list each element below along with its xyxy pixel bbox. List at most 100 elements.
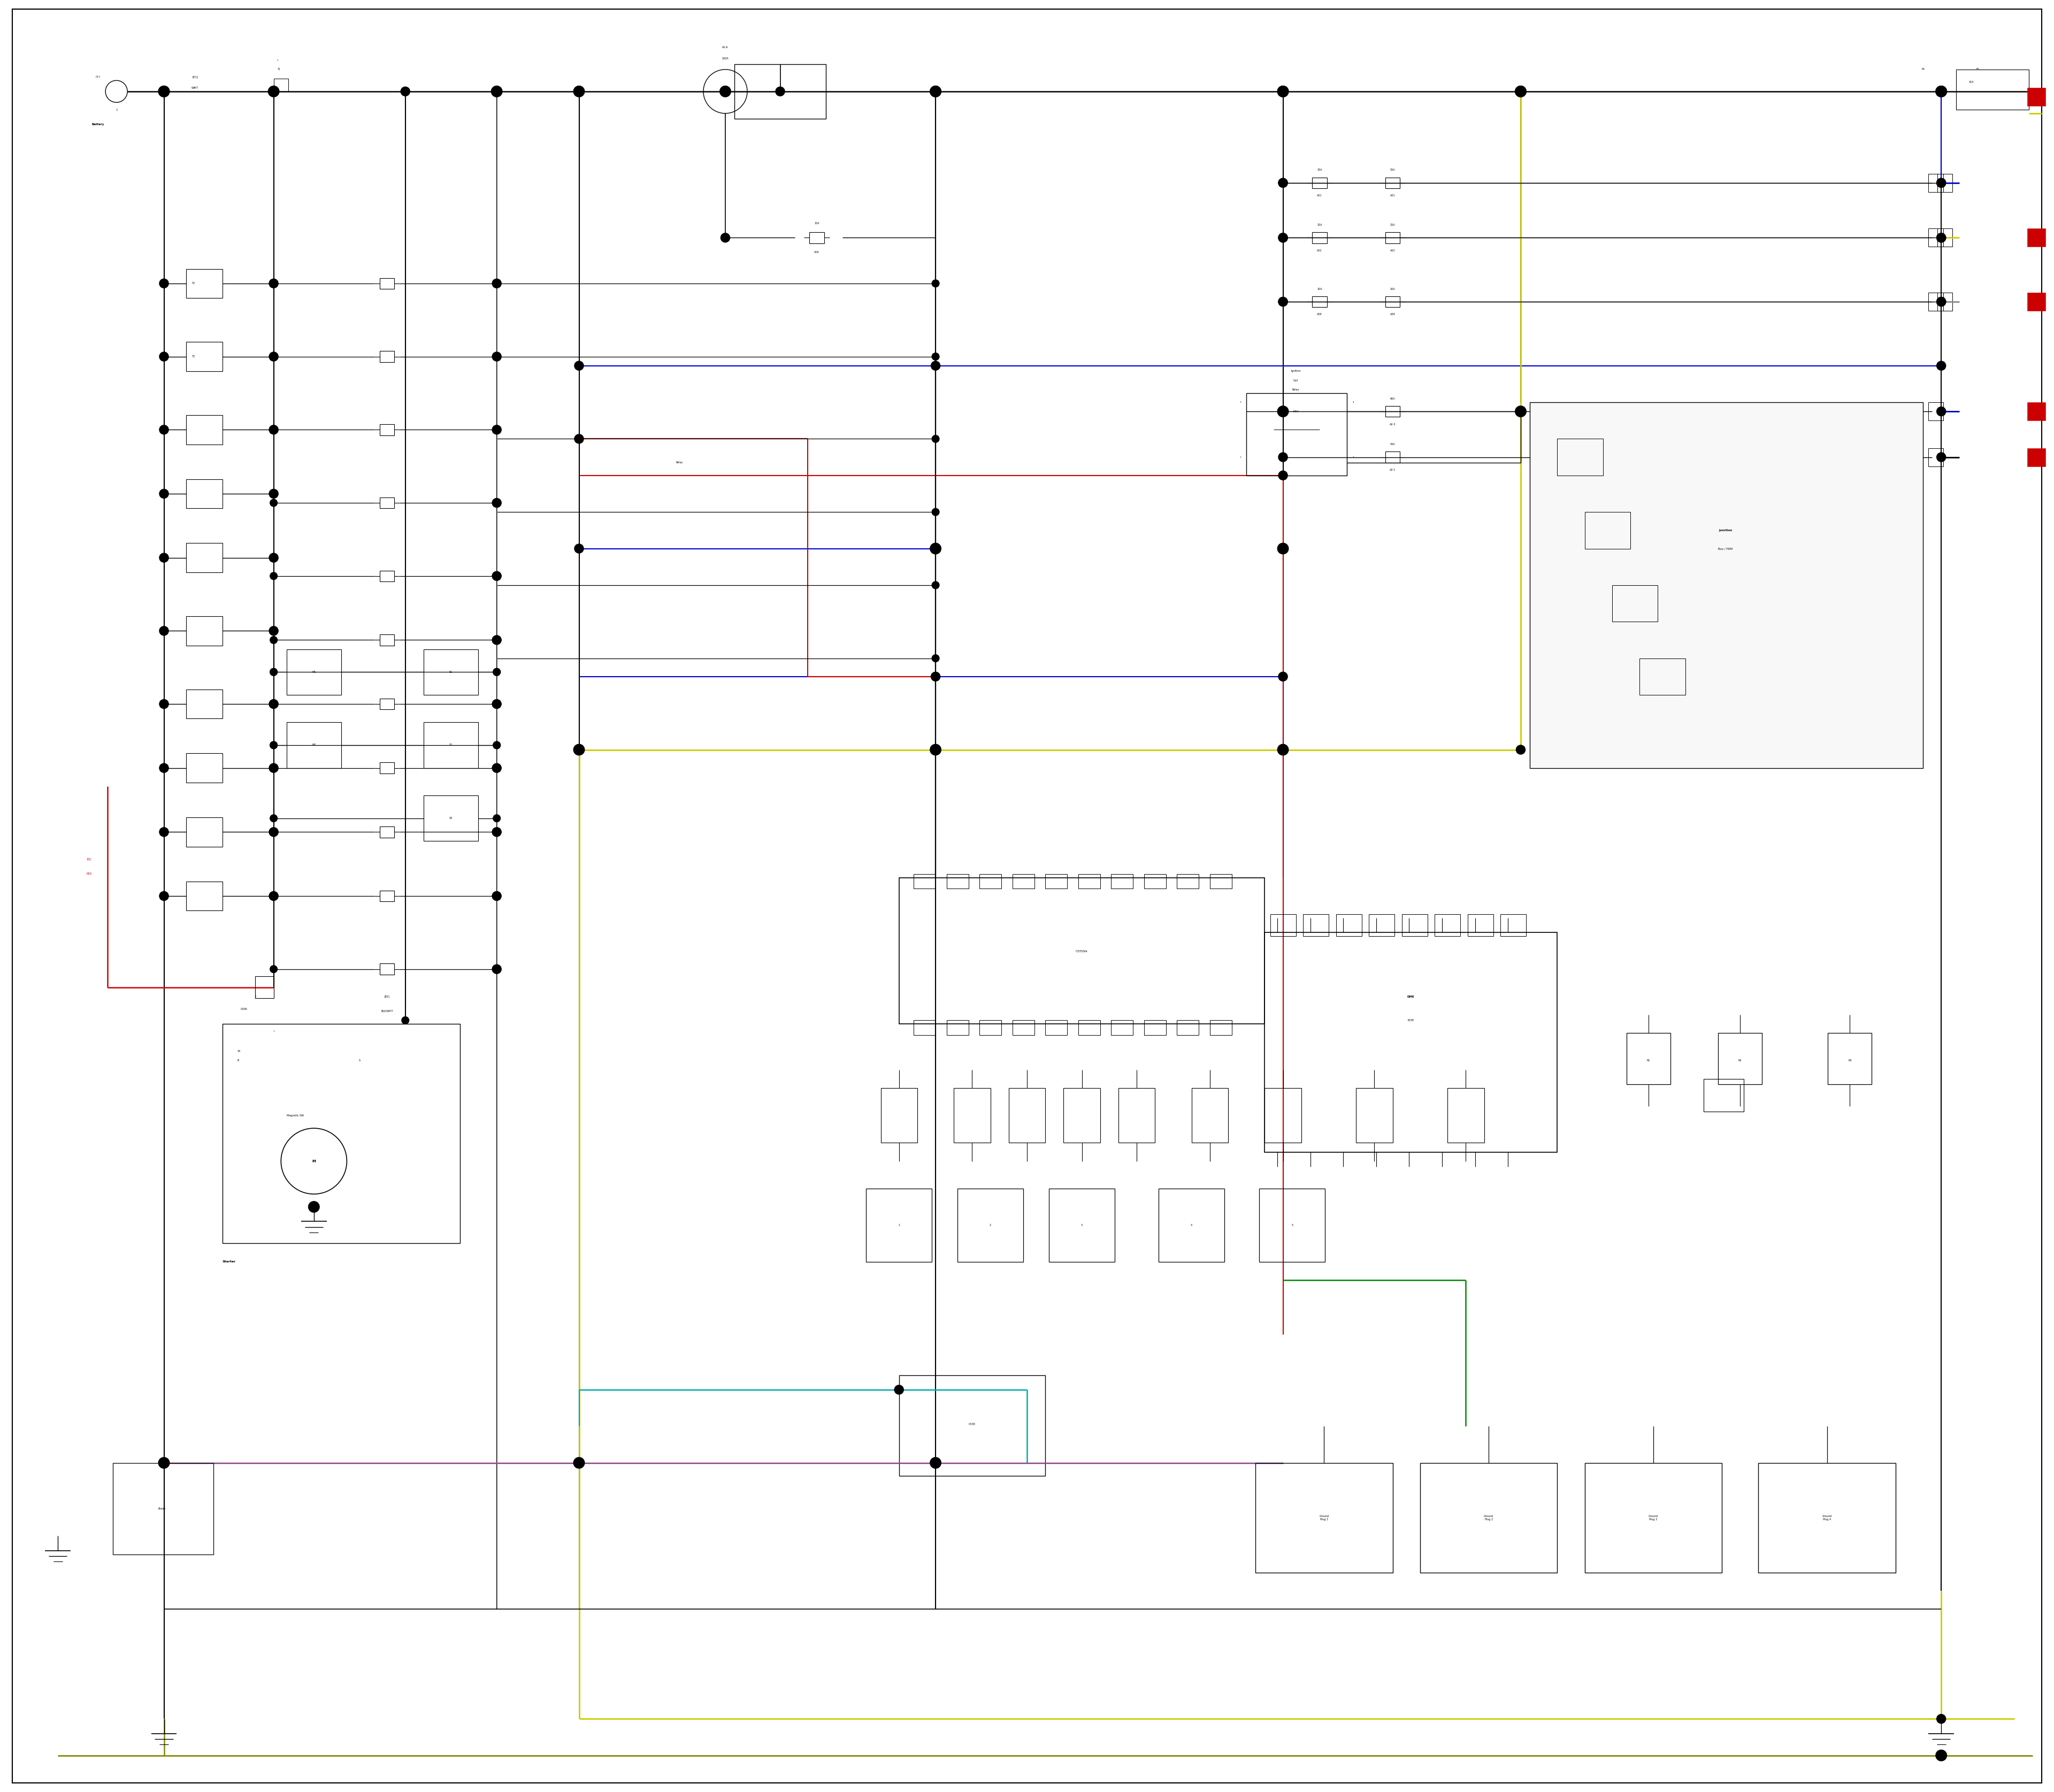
Bar <box>1013 1020 1035 1036</box>
Circle shape <box>493 572 501 581</box>
Bar <box>1255 1462 1393 1573</box>
Bar <box>1448 1088 1485 1143</box>
Circle shape <box>269 426 277 434</box>
Circle shape <box>269 765 277 772</box>
Bar <box>1191 1088 1228 1143</box>
Circle shape <box>573 86 585 97</box>
Text: DME: DME <box>1407 995 1415 998</box>
Text: Magnetic SW: Magnetic SW <box>286 1115 304 1116</box>
Text: 15A: 15A <box>1391 224 1395 226</box>
Bar <box>1758 1462 1896 1573</box>
Bar <box>1335 914 1362 935</box>
Circle shape <box>575 545 583 554</box>
Bar <box>957 1188 1023 1262</box>
Bar <box>1009 1088 1045 1143</box>
Circle shape <box>493 699 501 708</box>
Circle shape <box>575 362 583 371</box>
Circle shape <box>1937 177 1945 188</box>
Circle shape <box>269 891 277 901</box>
Text: Relay: Relay <box>676 461 684 464</box>
Circle shape <box>493 964 501 973</box>
Bar <box>1144 1020 1167 1036</box>
Text: 100A: 100A <box>721 57 729 59</box>
Text: A1-6: A1-6 <box>723 47 729 48</box>
Bar <box>2027 292 2046 310</box>
Circle shape <box>160 625 168 636</box>
Circle shape <box>930 545 941 554</box>
Circle shape <box>401 86 411 97</box>
Text: WHT: WHT <box>191 86 199 90</box>
Text: Junction: Junction <box>1719 529 1732 532</box>
Circle shape <box>269 815 277 823</box>
Circle shape <box>493 668 501 676</box>
Bar <box>947 874 969 889</box>
Text: RED: RED <box>86 873 92 876</box>
Circle shape <box>575 434 583 443</box>
Bar <box>1119 1088 1154 1143</box>
Circle shape <box>1278 297 1288 306</box>
Circle shape <box>269 699 277 708</box>
Bar <box>2027 88 2046 106</box>
Text: T4: T4 <box>236 1050 240 1052</box>
Bar <box>423 796 479 840</box>
Text: 15A: 15A <box>1317 168 1323 172</box>
Bar <box>1955 70 2029 109</box>
Circle shape <box>493 742 501 749</box>
Bar <box>1045 1020 1068 1036</box>
Text: F4: F4 <box>1920 68 1925 72</box>
Bar <box>1384 177 1401 188</box>
Circle shape <box>269 280 277 287</box>
Circle shape <box>493 351 501 362</box>
Circle shape <box>160 699 168 708</box>
Bar <box>1586 1462 1721 1573</box>
Circle shape <box>930 86 941 97</box>
Bar <box>380 425 394 435</box>
Circle shape <box>493 425 501 434</box>
Circle shape <box>933 353 939 360</box>
Text: 15A: 15A <box>1317 224 1323 226</box>
Bar <box>1050 1188 1115 1262</box>
Bar <box>867 1188 933 1262</box>
Bar <box>187 543 222 572</box>
Bar <box>380 351 394 362</box>
Bar <box>1937 174 1951 192</box>
Text: 50A: 50A <box>1391 443 1395 446</box>
Circle shape <box>1516 86 1526 97</box>
Circle shape <box>269 701 277 708</box>
Text: T3: T3 <box>191 355 195 358</box>
Circle shape <box>1278 297 1288 306</box>
Text: S3: S3 <box>450 817 452 819</box>
Text: BLK/WHT: BLK/WHT <box>380 1011 392 1012</box>
Circle shape <box>493 498 501 507</box>
Circle shape <box>269 966 277 973</box>
Circle shape <box>493 668 501 676</box>
Circle shape <box>930 86 941 97</box>
Bar <box>900 1374 1045 1475</box>
Text: 15A: 15A <box>1391 168 1395 172</box>
Circle shape <box>308 1201 318 1213</box>
Circle shape <box>1278 86 1288 97</box>
Bar <box>423 649 479 695</box>
Text: A22: A22 <box>1391 249 1395 253</box>
Circle shape <box>930 86 941 97</box>
Circle shape <box>1937 177 1945 188</box>
Circle shape <box>493 763 501 772</box>
Circle shape <box>933 654 939 661</box>
Text: Battery: Battery <box>92 124 105 125</box>
Bar <box>881 1088 918 1143</box>
Bar <box>1259 1188 1325 1262</box>
Circle shape <box>1278 407 1288 416</box>
Text: Brake: Brake <box>158 1507 166 1511</box>
Bar <box>113 1462 214 1554</box>
Circle shape <box>1937 233 1945 242</box>
Circle shape <box>160 425 168 434</box>
Bar <box>1045 874 1068 889</box>
Circle shape <box>158 1457 168 1468</box>
Bar <box>1384 233 1401 244</box>
Circle shape <box>269 668 277 676</box>
Text: Ground
Plug 4: Ground Plug 4 <box>1822 1514 1832 1521</box>
Text: ECM: ECM <box>1407 1020 1413 1021</box>
Bar <box>1313 177 1327 188</box>
Bar <box>380 634 394 645</box>
Text: 15A: 15A <box>813 222 820 224</box>
